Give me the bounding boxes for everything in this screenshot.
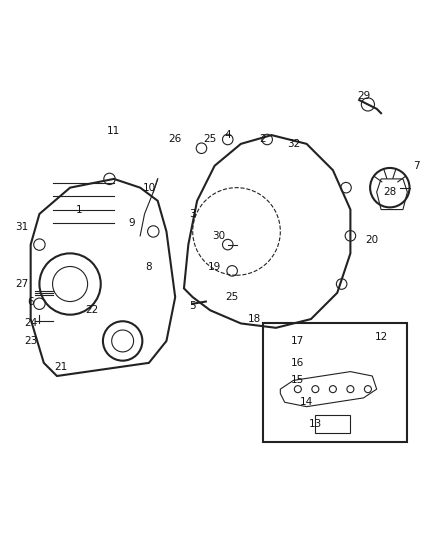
Text: 27: 27 [15,279,28,289]
Text: 11: 11 [107,126,120,136]
Text: 25: 25 [226,292,239,302]
Text: 4: 4 [224,130,231,140]
Text: 17: 17 [291,336,304,346]
Text: 9: 9 [128,217,135,228]
Text: 20: 20 [366,235,379,245]
Text: 18: 18 [247,314,261,324]
Text: 19: 19 [208,262,221,271]
Text: 8: 8 [145,262,152,271]
Text: 31: 31 [15,222,28,232]
Text: 29: 29 [357,91,370,101]
Text: 24: 24 [24,318,37,328]
Text: 3: 3 [189,209,196,219]
Text: 7: 7 [413,161,420,171]
Text: 1: 1 [75,205,82,215]
Text: 25: 25 [204,134,217,144]
Bar [263,324,407,442]
Text: 28: 28 [383,187,396,197]
Text: 12: 12 [374,332,388,342]
Text: 5: 5 [189,301,196,311]
Text: 30: 30 [212,231,226,241]
Text: 10: 10 [142,183,155,192]
Text: 13: 13 [309,419,322,429]
Text: 15: 15 [291,375,304,385]
Text: 26: 26 [169,134,182,144]
Text: 14: 14 [300,397,313,407]
Text: 2: 2 [259,134,266,144]
Text: 6: 6 [27,296,34,306]
Text: 21: 21 [55,362,68,372]
Text: 16: 16 [291,358,304,368]
Text: 23: 23 [24,336,37,346]
Text: 32: 32 [287,139,300,149]
Bar [315,415,350,433]
Text: 22: 22 [85,305,99,316]
